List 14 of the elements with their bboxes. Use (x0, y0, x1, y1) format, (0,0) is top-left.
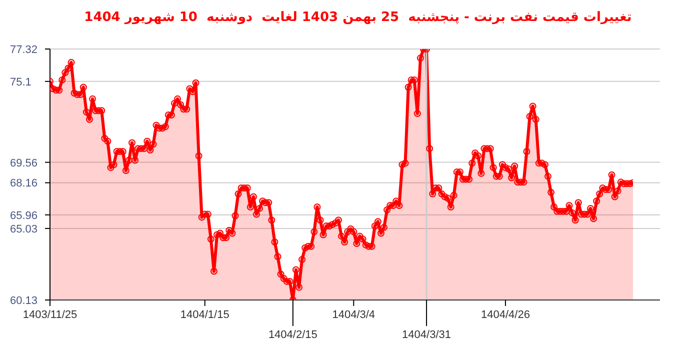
chart-title: تغییرات قیمت نفت برنت - پنجشنبه 25 بهمن 1403 لغایت دوشنبه 10 شهریور 1404 (83, 10, 633, 25)
y-tick-label: 68.16 (10, 178, 38, 190)
y-tick-label: 69.56 (10, 157, 38, 170)
y-tick-label: 75.1 (10, 76, 32, 88)
x-tick-label: 1404/3/31 (402, 329, 451, 341)
y-tick-label: 65.96 (10, 210, 38, 222)
x-tick-label: 1404/2/15 (268, 329, 318, 341)
y-tick-label: 65.03 (10, 223, 38, 236)
y-tick-label: 77.32 (10, 44, 38, 56)
x-tick-label: 1404/4/26 (481, 309, 530, 321)
x-tick-label: 1403/11/25 (22, 309, 78, 321)
x-tick-label: 1404/1/15 (180, 309, 230, 321)
y-tick-label: 60.13 (10, 295, 38, 307)
x-tick-label: 1404/3/4 (332, 309, 376, 321)
